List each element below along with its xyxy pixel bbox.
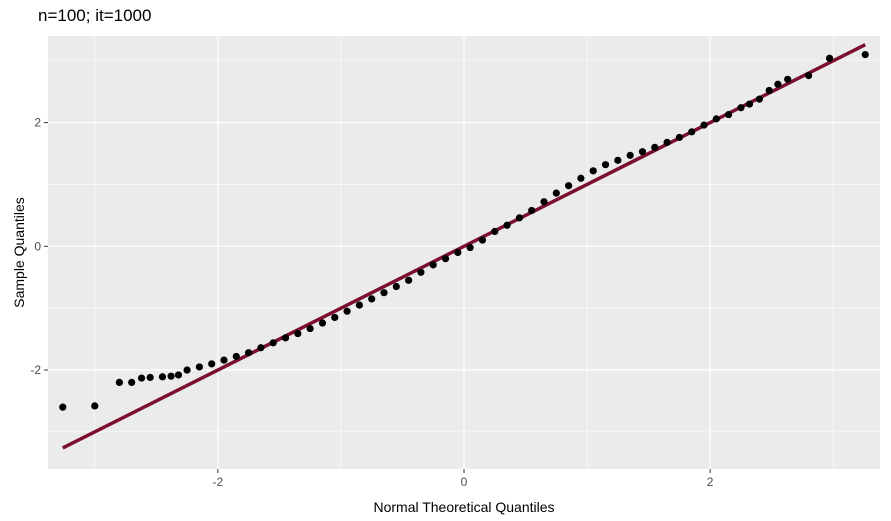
data-point [343, 307, 351, 315]
data-point [128, 378, 136, 386]
data-point [91, 402, 99, 410]
data-point [294, 329, 302, 338]
data-point [269, 339, 277, 347]
y-tick-label: 2 [34, 116, 41, 130]
x-axis-ticks: -2 0 2 [213, 469, 714, 489]
data-point [59, 403, 67, 411]
data-point [368, 295, 376, 303]
data-point [454, 248, 462, 257]
data-point [675, 133, 683, 142]
data-point [478, 236, 487, 244]
data-point [137, 374, 146, 382]
data-point [441, 255, 450, 263]
major-gridlines [48, 36, 880, 469]
data-point [725, 110, 733, 119]
data-point [745, 100, 754, 108]
data-point [220, 356, 228, 364]
data-point [257, 344, 265, 352]
data-point [466, 243, 474, 252]
data-point [167, 372, 175, 380]
data-point [825, 54, 834, 62]
data-point [429, 261, 437, 269]
data-point [417, 268, 425, 276]
x-tick-label: -2 [213, 475, 224, 489]
data-point [281, 334, 290, 342]
data-point [318, 319, 327, 327]
data-point [355, 301, 363, 309]
data-point [306, 324, 314, 333]
data-point [208, 360, 216, 368]
data-point [183, 366, 191, 374]
y-tick-label: 0 [34, 239, 41, 253]
data-point [601, 161, 610, 169]
data-point [331, 313, 339, 322]
reference-line [61, 43, 867, 450]
data-point [392, 282, 400, 291]
data-point [700, 121, 708, 129]
x-axis-title: Normal Theoretical Quantiles [373, 499, 554, 515]
data-point [755, 95, 763, 103]
data-point [115, 378, 123, 386]
data-point [528, 206, 536, 215]
data-point [577, 174, 585, 182]
y-axis-title: Sample Quantiles [11, 197, 27, 308]
y-tick-label: -2 [30, 363, 41, 377]
data-point [146, 373, 154, 382]
data-point [805, 71, 813, 80]
data-point [737, 104, 745, 112]
y-axis-ticks: -2 0 2 [30, 116, 48, 377]
chart-title: n=100; it=1000 [38, 6, 152, 25]
data-point [540, 198, 548, 206]
data-point [503, 221, 511, 229]
data-point [515, 214, 523, 222]
data-point [589, 167, 597, 175]
x-tick-label: 0 [461, 475, 468, 489]
data-point [712, 115, 720, 123]
data-point [614, 156, 622, 164]
data-point [784, 75, 792, 83]
data-point [405, 276, 413, 284]
data-point [861, 50, 869, 59]
data-point [565, 182, 573, 190]
data-point [765, 86, 773, 95]
data-point [626, 151, 634, 159]
x-tick-label: 2 [707, 475, 714, 489]
data-point [774, 80, 782, 88]
data-point [552, 189, 560, 197]
data-point [232, 352, 240, 361]
data-point [638, 148, 647, 156]
data-point [245, 349, 253, 357]
data-point [174, 371, 183, 379]
data-point [688, 128, 696, 136]
data-point [663, 138, 671, 146]
data-points [59, 50, 869, 411]
data-point [491, 227, 499, 236]
data-point [651, 143, 659, 151]
data-point [380, 289, 388, 297]
data-point [158, 373, 167, 381]
data-point [195, 363, 203, 371]
